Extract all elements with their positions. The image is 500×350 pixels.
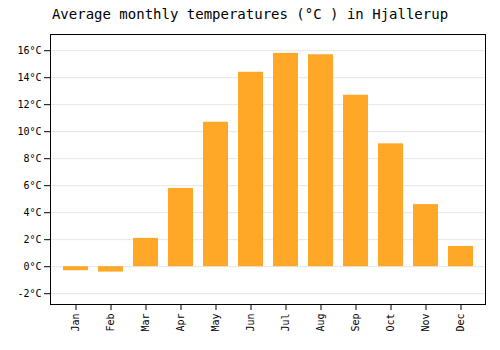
svg-text:16°C: 16°C xyxy=(17,45,41,56)
svg-text:Sep: Sep xyxy=(350,314,361,332)
svg-text:2°C: 2°C xyxy=(23,234,41,245)
svg-text:Dec: Dec xyxy=(455,314,466,332)
svg-text:0°C: 0°C xyxy=(23,261,41,272)
svg-text:Mar: Mar xyxy=(140,314,151,332)
svg-text:10°C: 10°C xyxy=(17,126,41,137)
svg-text:Jan: Jan xyxy=(70,314,81,332)
svg-text:6°C: 6°C xyxy=(23,180,41,191)
svg-text:14°C: 14°C xyxy=(17,72,41,83)
svg-text:4°C: 4°C xyxy=(23,207,41,218)
svg-text:Nov: Nov xyxy=(420,314,431,332)
svg-text:8°C: 8°C xyxy=(23,153,41,164)
svg-text:Oct: Oct xyxy=(385,314,396,332)
svg-text:Feb: Feb xyxy=(105,314,116,332)
svg-text:-2°C: -2°C xyxy=(17,288,41,299)
svg-text:Aug: Aug xyxy=(315,314,326,332)
svg-text:12°C: 12°C xyxy=(17,99,41,110)
svg-text:Jun: Jun xyxy=(245,314,256,332)
svg-text:Jul: Jul xyxy=(280,314,291,332)
svg-text:May: May xyxy=(210,314,221,332)
html-text:Average monthly temperatures (: Average monthly temperatures (°C ) in Hj… xyxy=(51,6,449,22)
svg-text:Apr: Apr xyxy=(175,314,186,332)
